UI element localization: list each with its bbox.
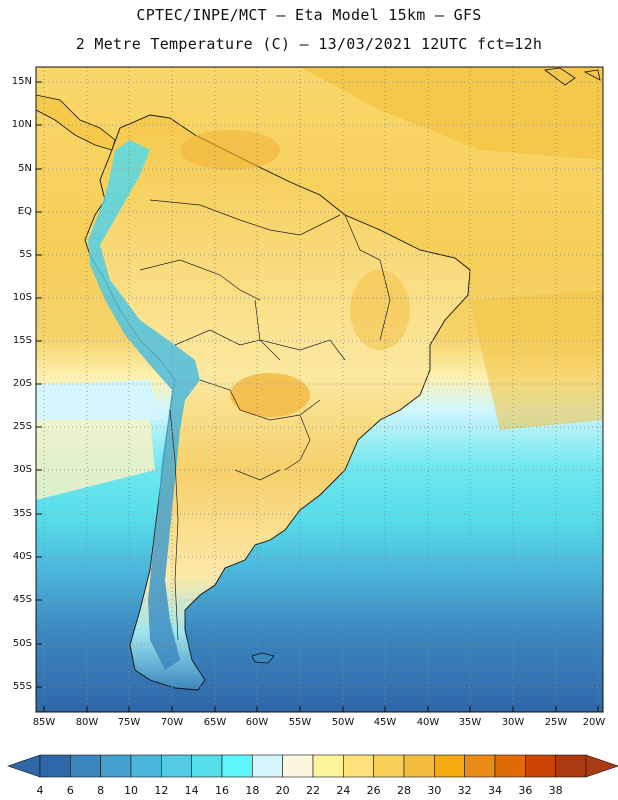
colorbar-swatch	[464, 754, 496, 778]
lat-label: 5N	[18, 163, 32, 174]
colorbar-swatch	[130, 754, 162, 778]
colorbar	[7, 754, 618, 778]
colorbar-label: 14	[184, 784, 199, 797]
colorbar-label: 36	[518, 784, 533, 797]
lat-label: 15N	[11, 76, 32, 87]
lon-label: 85W	[32, 717, 56, 728]
lat-label: 15S	[12, 335, 32, 346]
colorbar-label: 4	[36, 784, 44, 797]
colorbar-label: 22	[306, 784, 320, 797]
lat-label: 50S	[12, 638, 32, 649]
lat-label: 45S	[12, 594, 32, 605]
colorbar-label: 38	[548, 784, 563, 797]
colorbar-label: 8	[97, 784, 105, 797]
colorbar-swatch	[555, 754, 587, 778]
colorbar-label: 6	[66, 784, 74, 797]
colorbar-swatch	[252, 754, 283, 778]
andes-cold-strip	[88, 140, 200, 670]
hot-chaco-region	[230, 373, 310, 417]
pacific-mixed-zone	[36, 420, 155, 500]
colorbar-high-arrow	[585, 754, 618, 778]
axis-ticks	[36, 81, 599, 712]
warm-venezuela	[180, 130, 280, 170]
colorbar-label: 16	[215, 784, 229, 797]
lon-label: 70W	[160, 717, 184, 728]
map-frame	[35, 66, 604, 713]
lat-label: EQ	[17, 206, 32, 217]
colorbar-swatch	[70, 754, 101, 778]
colorbar-swatch	[434, 754, 465, 778]
warm-central-brazil	[350, 270, 410, 350]
colorbar-label: 18	[245, 784, 260, 797]
colorbar-swatch	[282, 754, 314, 778]
colorbar-label: 34	[488, 784, 502, 797]
colorbar-swatch	[100, 754, 132, 778]
colorbar-label: 32	[457, 784, 472, 797]
lon-label: 50W	[331, 717, 355, 728]
colorbar-label: 20	[275, 784, 290, 797]
colorbar-swatch	[494, 754, 526, 778]
caribbean-islands	[543, 67, 601, 86]
warm-atlantic-band	[300, 67, 603, 160]
lat-label: 10N	[11, 119, 32, 130]
colorbar-swatch	[312, 754, 344, 778]
lon-label: 40W	[416, 717, 440, 728]
colorbar-swatch	[525, 754, 556, 778]
colorbar-label: 30	[427, 784, 442, 797]
lat-label: 20S	[12, 378, 32, 389]
lon-label: 55W	[288, 717, 312, 728]
chart-title-line2: 2 Metre Temperature (C) – 13/03/2021 12U…	[75, 35, 543, 53]
colorbar-swatch	[191, 754, 223, 778]
colorbar-label: 28	[397, 784, 411, 797]
colorbar-label: 12	[154, 784, 169, 797]
lon-label: 35W	[458, 717, 482, 728]
lat-label: 30S	[12, 464, 32, 475]
lon-label: 65W	[203, 717, 227, 728]
lon-label: 20W	[582, 717, 606, 728]
colorbar-swatch	[343, 754, 374, 778]
lat-label: 40S	[12, 551, 32, 562]
chart-title-line1: CPTEC/INPE/MCT – Eta Model 15km – GFS	[136, 6, 482, 24]
colorbar-swatch	[39, 754, 71, 778]
lat-label: 10S	[12, 292, 32, 303]
colorbar-low-arrow	[7, 754, 41, 778]
falkland-islands	[251, 652, 275, 664]
lat-label: 55S	[12, 681, 32, 692]
lat-label: 35S	[12, 508, 32, 519]
colorbar-swatch	[161, 754, 192, 778]
colorbar-swatch	[373, 754, 405, 778]
lon-label: 25W	[544, 717, 568, 728]
lon-label: 45W	[373, 717, 397, 728]
lat-label: 5S	[19, 249, 32, 260]
colorbar-label: 26	[366, 784, 381, 797]
cool-pacific-tongue	[36, 380, 160, 420]
colorbar-swatch	[403, 754, 435, 778]
lon-label: 75W	[117, 717, 141, 728]
lat-label: 25S	[12, 421, 32, 432]
map-graticule	[36, 67, 603, 712]
lon-label: 60W	[245, 717, 269, 728]
lon-label: 30W	[501, 717, 525, 728]
colorbar-label: 24	[336, 784, 351, 797]
colorbar-swatch	[221, 754, 253, 778]
colorbar-label: 10	[124, 784, 138, 797]
lon-label: 80W	[75, 717, 99, 728]
central-america	[36, 94, 116, 151]
warm-south-atlantic-band	[470, 290, 603, 430]
